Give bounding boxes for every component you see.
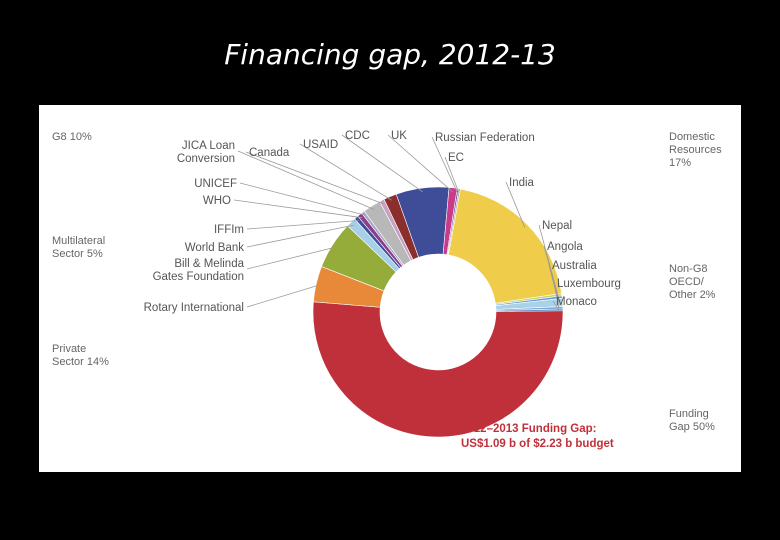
slide-title: Financing gap, 2012-13: [224, 38, 556, 71]
slice-label-angola: Angola: [547, 241, 583, 253]
group-label-non-g8-oecd: Non-G8 OECD/ Other 2%: [669, 263, 716, 301]
slice-label-uk: UK: [391, 130, 407, 142]
leader-line-usaid: [299, 143, 392, 201]
group-label-private-sector: Private Sector 14%: [52, 343, 109, 368]
leader-line-iffim: [246, 220, 359, 230]
slice-label-iffim: IFFIm: [214, 224, 244, 236]
slice-label-world-bank: World Bank: [185, 242, 244, 254]
group-label-multilateral-sector: Multilateral Sector 5%: [52, 235, 106, 260]
slice-label-usaid: USAID: [303, 139, 338, 151]
group-label-g8: G8 10%: [52, 131, 92, 143]
slice-label-canada: Canada: [249, 147, 290, 159]
leader-line-india: [505, 181, 526, 228]
slice-label-who: WHO: [203, 195, 231, 207]
slice-label-australia: Australia: [552, 260, 597, 272]
slice-label-unicef: UNICEF: [194, 178, 237, 190]
funding-gap-annotation-line2: US$1.09 b of $2.23 b budget: [461, 438, 614, 450]
slice-funding-gap: [312, 301, 564, 438]
chart-panel: Rotary International Bill & Melinda Gates …: [39, 105, 741, 472]
leader-line-luxembourg: [553, 282, 560, 309]
slice-monaco: [495, 308, 564, 312]
slice-label-bill-melinda-gates-foundation: Bill & Melinda Gates Foundation: [153, 258, 245, 283]
leader-line-cdc: [341, 134, 424, 193]
leader-line-uk: [387, 134, 453, 193]
leader-line-world-bank: [246, 224, 354, 248]
slice-label-ec: EC: [448, 152, 464, 164]
group-label-funding-gap: Funding Gap 50%: [669, 408, 715, 433]
leader-line-bill-melinda-gates-foundation: [246, 246, 337, 270]
leader-line-jica-loan-conversion: [237, 150, 375, 210]
slice-label-nepal: Nepal: [542, 220, 572, 232]
donut-chart: Rotary International Bill & Melinda Gates …: [144, 130, 621, 450]
slice-label-rotary-international: Rotary International: [144, 302, 244, 314]
group-label-domestic-resources: Domestic Resources 17%: [669, 131, 722, 169]
slice-label-jica-loan-conversion: JICA Loan Conversion: [177, 140, 235, 165]
slice-label-india: India: [509, 177, 535, 189]
slice-label-luxembourg: Luxembourg: [557, 278, 621, 290]
leader-line-canada: [245, 151, 384, 205]
leader-line-rotary-international: [246, 284, 321, 308]
leader-line-ec: [444, 156, 460, 193]
slice-label-cdc: CDC: [345, 130, 370, 142]
slice-label-monaco: Monaco: [556, 296, 597, 308]
leader-line-who: [233, 199, 363, 219]
funding-gap-annotation-line1: 2012–2013 Funding Gap:: [461, 423, 597, 435]
leader-line-unicef: [239, 182, 366, 216]
leader-line-russian-federation: [431, 136, 458, 193]
leader-line-monaco: [552, 300, 560, 311]
slice-india: [448, 188, 562, 304]
slice-label-russian-federation: Russian Federation: [435, 132, 535, 144]
